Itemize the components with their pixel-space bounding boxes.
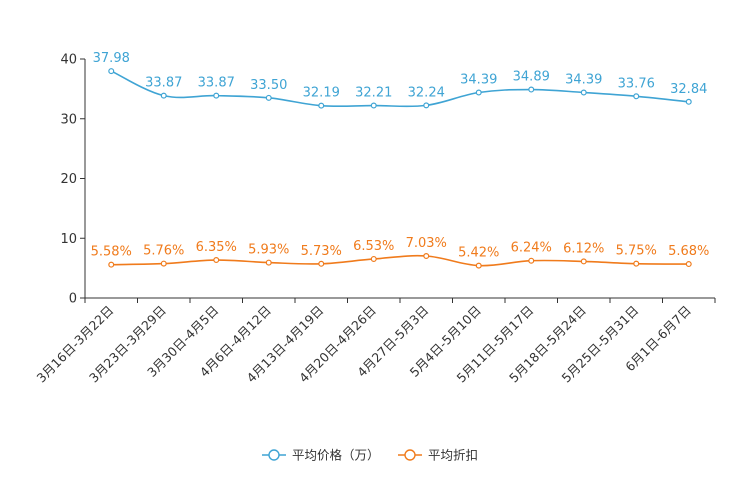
data-point: [108, 261, 115, 268]
data-point: [633, 260, 640, 267]
data-point: [580, 258, 587, 265]
y-tick-label: 40: [60, 53, 77, 68]
data-point: [685, 98, 692, 105]
data-point: [423, 252, 430, 259]
series-line-0: [110, 70, 689, 108]
data-label: 34.89: [513, 70, 550, 85]
data-label: 32.24: [408, 85, 445, 100]
data-point: [633, 93, 640, 100]
data-label: 7.03%: [406, 236, 447, 251]
data-point: [423, 102, 430, 109]
series-line-1: [111, 254, 689, 267]
data-point: [370, 102, 377, 109]
data-label: 5.73%: [301, 244, 342, 259]
y-tick-label: 0: [69, 292, 77, 307]
data-label: 32.21: [355, 86, 392, 101]
data-point: [580, 89, 587, 96]
data-point: [475, 262, 482, 269]
data-point: [528, 86, 535, 93]
data-point: [475, 89, 482, 96]
legend-label-1: 平均折扣: [428, 448, 478, 463]
legend-marker-1: [404, 449, 416, 461]
data-label: 37.98: [93, 51, 130, 66]
data-point: [213, 92, 220, 99]
data-label: 5.75%: [616, 244, 657, 259]
data-label: 32.19: [303, 86, 340, 101]
legend-label-0: 平均价格（万）: [292, 448, 380, 463]
data-label: 33.50: [250, 78, 287, 93]
data-point: [160, 92, 167, 99]
data-point: [108, 68, 115, 75]
y-tick-label: 10: [60, 232, 77, 247]
data-point: [265, 94, 272, 101]
y-tick-label: 20: [60, 172, 77, 187]
data-label: 5.58%: [91, 245, 132, 260]
data-label: 33.76: [618, 76, 655, 91]
data-point: [685, 261, 692, 268]
legend-marker-0: [268, 449, 280, 461]
data-label: 33.87: [198, 76, 235, 91]
data-point: [528, 257, 535, 264]
data-point: [370, 255, 377, 262]
data-label: 5.76%: [143, 244, 184, 259]
y-tick-label: 30: [60, 112, 77, 127]
data-label: 5.42%: [458, 246, 499, 261]
data-point: [318, 260, 325, 267]
data-label: 6.24%: [511, 241, 552, 256]
data-point: [318, 102, 325, 109]
data-point: [265, 259, 272, 266]
data-point: [213, 257, 220, 264]
data-label: 6.35%: [196, 240, 237, 255]
data-label: 5.68%: [668, 244, 709, 259]
data-label: 33.87: [145, 76, 182, 91]
data-label: 6.53%: [353, 239, 394, 254]
data-label: 32.84: [670, 82, 707, 97]
data-point: [160, 260, 167, 267]
data-label: 6.12%: [563, 241, 604, 256]
data-label: 5.93%: [248, 243, 289, 258]
data-label: 34.39: [565, 73, 602, 88]
data-label: 34.39: [460, 73, 497, 88]
